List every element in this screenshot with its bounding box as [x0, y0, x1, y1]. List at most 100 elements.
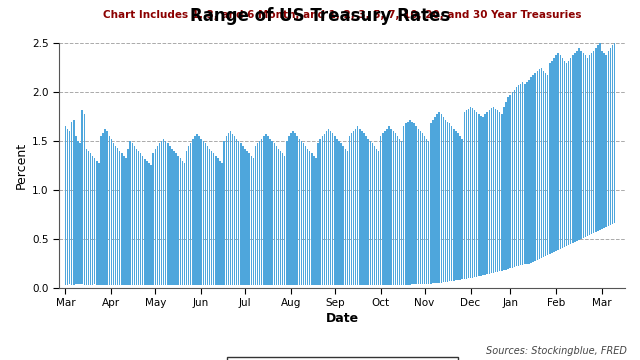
Bar [244, 149, 246, 285]
Bar [165, 141, 166, 285]
Bar [344, 149, 346, 285]
Bar [554, 58, 555, 252]
Bar [113, 143, 114, 285]
Bar [326, 131, 327, 285]
Bar [511, 92, 513, 269]
Bar [217, 158, 219, 285]
Bar [250, 156, 252, 285]
Bar [536, 71, 538, 260]
Bar [163, 139, 164, 285]
Bar [284, 156, 285, 285]
Bar [503, 107, 504, 270]
Bar [238, 141, 239, 285]
Bar [317, 143, 319, 285]
Bar [574, 53, 575, 242]
Bar [196, 134, 198, 285]
Bar [488, 110, 490, 274]
Bar [483, 117, 484, 275]
Bar [106, 131, 108, 285]
Bar [543, 71, 544, 257]
Bar [257, 143, 259, 285]
Bar [380, 136, 381, 285]
Bar [432, 120, 434, 283]
Bar [157, 146, 158, 285]
Bar [213, 153, 214, 285]
Bar [559, 55, 561, 249]
Bar [288, 136, 289, 285]
Bar [98, 163, 100, 285]
Bar [390, 129, 392, 285]
Text: Sources: Stockingblue, FRED: Sources: Stockingblue, FRED [486, 346, 627, 356]
Bar [280, 151, 281, 285]
Bar [445, 120, 446, 282]
Bar [401, 141, 403, 285]
Bar [405, 123, 406, 285]
Bar [451, 126, 452, 281]
Bar [161, 141, 163, 285]
Bar [307, 149, 308, 285]
Bar [426, 139, 428, 284]
Bar [388, 126, 390, 285]
Bar [184, 163, 185, 285]
Bar [125, 158, 127, 285]
Bar [294, 133, 296, 285]
Bar [468, 109, 469, 278]
Bar [221, 163, 223, 285]
Bar [182, 161, 183, 285]
Bar [413, 123, 415, 284]
Bar [332, 133, 333, 285]
Bar [188, 146, 189, 285]
Bar [428, 141, 429, 284]
Bar [610, 48, 611, 225]
Bar [305, 146, 307, 285]
Bar [582, 53, 584, 238]
Bar [276, 146, 277, 285]
Bar [86, 149, 87, 285]
Bar [604, 53, 605, 228]
Bar [127, 149, 129, 285]
Bar [159, 143, 160, 285]
Y-axis label: Percent: Percent [15, 142, 28, 189]
Bar [566, 63, 567, 246]
Bar [387, 129, 388, 285]
Bar [142, 156, 143, 285]
Bar [612, 45, 613, 224]
Bar [545, 73, 547, 256]
Bar [148, 163, 150, 285]
Bar [198, 136, 200, 285]
Bar [461, 139, 463, 279]
Bar [508, 97, 509, 269]
Bar [359, 129, 360, 285]
Bar [209, 149, 211, 285]
Bar [420, 131, 421, 284]
Bar [382, 133, 383, 285]
X-axis label: Date: Date [326, 312, 358, 325]
Bar [474, 110, 476, 277]
Bar [324, 134, 325, 285]
Bar [92, 156, 93, 285]
Bar [392, 131, 394, 285]
Bar [476, 112, 477, 277]
Bar [340, 143, 342, 285]
Bar [520, 84, 522, 265]
Bar [242, 146, 244, 285]
Bar [417, 129, 419, 284]
Bar [480, 116, 482, 276]
Bar [460, 136, 461, 280]
Legend: Normal Range, Inverted Range: Normal Range, Inverted Range [227, 357, 458, 360]
Bar [403, 126, 404, 285]
Bar [357, 126, 358, 285]
Bar [541, 68, 542, 258]
Bar [395, 133, 396, 285]
Bar [111, 139, 112, 285]
Bar [71, 122, 72, 285]
Bar [547, 75, 548, 255]
Bar [407, 122, 408, 285]
Bar [602, 51, 603, 229]
Bar [232, 134, 233, 285]
Bar [167, 143, 168, 285]
Bar [365, 136, 367, 285]
Bar [438, 112, 440, 283]
Bar [349, 136, 350, 285]
Title: Chart Includes 1, 3, and 6 Month, and 1, 2, 3, 5, 7, 10, 20, and 30 Year Treasur: Chart Includes 1, 3, and 6 Month, and 1,… [103, 10, 581, 20]
